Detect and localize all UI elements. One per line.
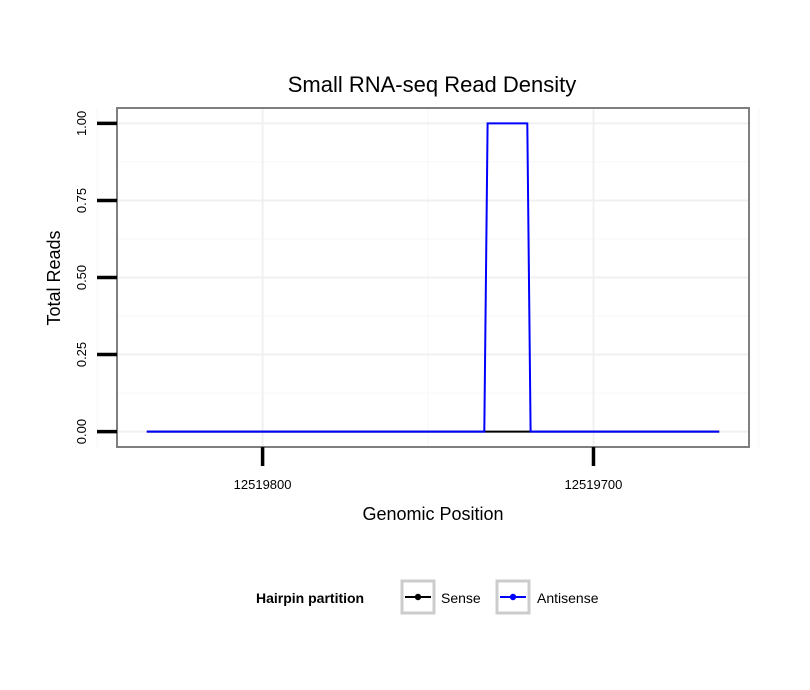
series-line-antisense bbox=[146, 122, 720, 433]
legend: Hairpin partition Sense Antisense bbox=[256, 579, 599, 615]
y-tick-label: 0.75 bbox=[74, 188, 89, 213]
x-tick-label: 12519800 bbox=[234, 477, 292, 492]
y-tick-label: 0.50 bbox=[74, 265, 89, 290]
legend-item-sense: Sense bbox=[400, 579, 481, 615]
y-tick-label: 0.25 bbox=[74, 342, 89, 367]
x-axis-title: Genomic Position bbox=[362, 504, 503, 524]
y-tick-label: 0.00 bbox=[74, 419, 89, 444]
series-layer bbox=[146, 122, 720, 433]
legend-label-sense: Sense bbox=[441, 590, 481, 606]
legend-label-antisense: Antisense bbox=[537, 590, 599, 606]
y-axis: 0.00 0.25 0.50 0.75 1.00 bbox=[74, 111, 117, 444]
legend-item-antisense: Antisense bbox=[495, 579, 599, 615]
x-axis: 12519800 12519700 bbox=[234, 447, 623, 492]
legend-point-sense bbox=[414, 593, 422, 601]
chart-title: Small RNA-seq Read Density bbox=[288, 72, 577, 97]
legend-point-antisense bbox=[509, 593, 517, 601]
legend-title: Hairpin partition bbox=[256, 590, 364, 606]
y-tick-label: 1.00 bbox=[74, 111, 89, 136]
x-tick-label: 12519700 bbox=[565, 477, 623, 492]
y-axis-title: Total Reads bbox=[44, 230, 64, 325]
